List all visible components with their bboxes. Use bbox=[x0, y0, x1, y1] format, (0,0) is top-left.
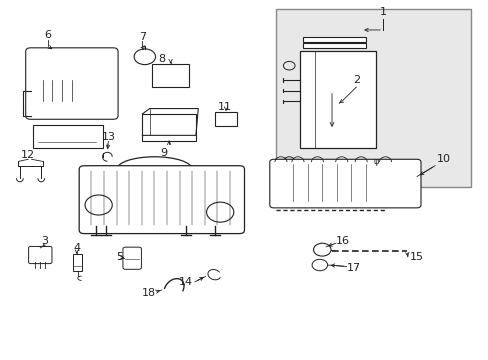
FancyBboxPatch shape bbox=[79, 166, 244, 234]
Text: 11: 11 bbox=[218, 102, 232, 112]
Text: 17: 17 bbox=[346, 262, 360, 273]
Text: 8: 8 bbox=[158, 54, 165, 64]
Text: 4: 4 bbox=[73, 243, 80, 253]
FancyBboxPatch shape bbox=[302, 43, 366, 48]
FancyBboxPatch shape bbox=[152, 64, 188, 87]
Text: 2: 2 bbox=[352, 75, 359, 85]
Text: 18: 18 bbox=[142, 288, 156, 297]
FancyBboxPatch shape bbox=[122, 247, 141, 269]
Text: 9: 9 bbox=[161, 148, 167, 158]
FancyBboxPatch shape bbox=[300, 51, 375, 148]
Text: ψ: ψ bbox=[372, 157, 378, 166]
Text: 3: 3 bbox=[41, 236, 48, 246]
FancyBboxPatch shape bbox=[276, 9, 469, 187]
Text: 10: 10 bbox=[436, 154, 449, 163]
Text: 14: 14 bbox=[179, 277, 193, 287]
Text: 15: 15 bbox=[409, 252, 423, 262]
Text: 6: 6 bbox=[44, 30, 51, 40]
Text: 7: 7 bbox=[139, 32, 145, 42]
FancyBboxPatch shape bbox=[29, 247, 52, 264]
FancyBboxPatch shape bbox=[26, 48, 118, 119]
FancyBboxPatch shape bbox=[215, 112, 237, 126]
FancyBboxPatch shape bbox=[33, 125, 103, 148]
Text: 5: 5 bbox=[116, 252, 122, 262]
FancyBboxPatch shape bbox=[73, 254, 82, 271]
Text: 1: 1 bbox=[379, 8, 386, 18]
FancyBboxPatch shape bbox=[302, 37, 366, 42]
Text: 13: 13 bbox=[101, 132, 115, 142]
Text: 16: 16 bbox=[335, 236, 349, 246]
FancyBboxPatch shape bbox=[142, 114, 196, 141]
FancyBboxPatch shape bbox=[269, 159, 420, 208]
Text: 12: 12 bbox=[21, 150, 35, 160]
